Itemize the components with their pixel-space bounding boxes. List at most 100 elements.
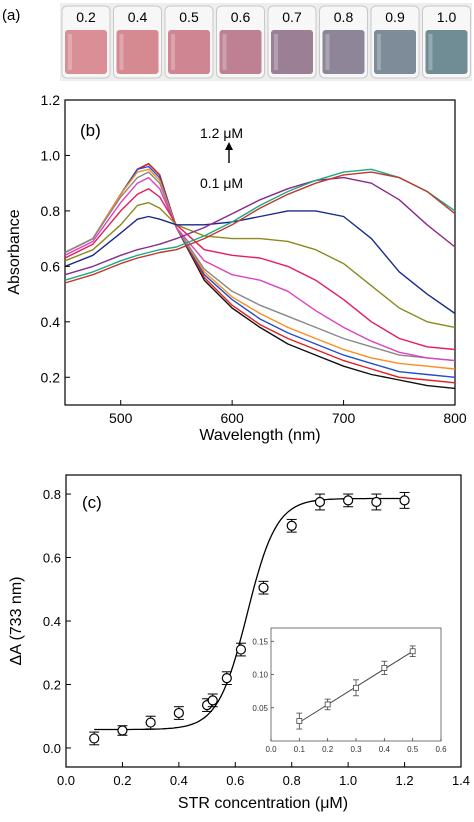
y-tick-label: 0.6	[43, 551, 61, 566]
calibration-x-axis-label: STR concentration (μM)	[178, 795, 348, 812]
data-point	[145, 717, 156, 728]
y-tick-label: 0.2	[41, 369, 61, 385]
spectra-plot-frame	[64, 99, 456, 406]
panel-c-chart: 0.0 0.2 0.4 0.6 0.8 1.0 1.2 1.4 0.0 0.2 0.4 0.6 0.8…	[8, 474, 470, 812]
x-tick-label: 1.2	[396, 773, 414, 788]
x-tick-label: 0.2	[113, 773, 131, 788]
spectra-annotation-bottom: 0.1 μM	[200, 175, 243, 191]
inset-x-tick-label: 0.3	[350, 745, 362, 754]
x-tick-label: 1.4	[452, 773, 470, 788]
vial-solution	[374, 30, 416, 74]
vial-solution	[65, 30, 107, 74]
vial-label: 0.6	[231, 9, 251, 25]
inset-data-point	[409, 648, 416, 655]
inset-x-ticks: 0.0 0.1 0.2 0.3 0.4 0.5 0.6	[265, 738, 447, 754]
vial-solution	[425, 30, 468, 74]
inset-data-point	[353, 684, 359, 691]
vial-label: 1.0	[437, 9, 457, 25]
spectra-y-axis-label: Absorbance	[6, 209, 23, 294]
x-tick-label: 600	[220, 410, 244, 426]
inset-y-tick-label: 0.15	[252, 637, 268, 646]
calibration-y-ticks: 0.0 0.2 0.4 0.6 0.8	[43, 487, 71, 756]
x-tick-label: 0.0	[57, 773, 75, 788]
data-point	[207, 695, 218, 706]
x-tick-label: 0.4	[170, 773, 188, 788]
inset-y-ticks: 0.05 0.10 0.15	[252, 637, 274, 713]
inset-x-tick-label: 0.4	[379, 745, 391, 754]
spectra-x-ticks: 500 600 700 800	[109, 400, 467, 426]
panel-b-chart: 500 600 700 800 0.2 0.4 0.6 0.8 1.0 1.2 (b) 1.2 …	[6, 92, 467, 444]
panel-b-label: (b)	[80, 121, 101, 140]
inset-data-point	[296, 718, 303, 724]
vial-label: 0.4	[128, 9, 148, 25]
vial-solution	[271, 30, 313, 74]
y-tick-label: 1.0	[41, 147, 61, 163]
panel-c-label: (c)	[82, 493, 102, 512]
spectrum-line	[64, 187, 456, 351]
increase-arrow-head	[225, 142, 233, 150]
vial-label: 0.9	[385, 9, 405, 25]
spectrum-line	[64, 201, 456, 329]
vial-label: 0.7	[282, 9, 302, 25]
spectra-series-group	[64, 163, 456, 390]
spectrum-line	[64, 165, 456, 378]
vial-solution	[219, 30, 262, 74]
inset-y-tick-label: 0.10	[252, 671, 268, 680]
spectrum-line	[64, 176, 456, 276]
calibration-y-axis-label: ΔA (733 nm)	[8, 577, 25, 666]
inset-x-tick-label: 0.0	[265, 745, 277, 754]
spectrum-line	[64, 171, 456, 284]
vial-highlight	[325, 34, 330, 70]
vial-solution	[322, 30, 365, 74]
x-tick-label: 0.6	[226, 773, 244, 788]
inset-y-tick-label: 0.05	[252, 704, 268, 713]
data-point	[117, 725, 128, 736]
vial-label: 0.5	[179, 9, 199, 25]
vial-highlight	[274, 34, 278, 70]
y-tick-label: 0.8	[41, 203, 61, 219]
panel-a-label: (a)	[2, 7, 20, 24]
x-tick-label: 500	[109, 410, 133, 426]
calibration-x-ticks: 0.0 0.2 0.4 0.6 0.8 1.0 1.2 1.4	[57, 762, 470, 788]
panel-a: (a) 0.2 0.4 0.5 0.6 0.7 0.8 0.9 1.0	[2, 3, 472, 81]
calibration-points-group	[89, 491, 410, 746]
vial-highlight	[377, 34, 381, 70]
spectra-x-axis-label: Wavelength (nm)	[199, 427, 320, 444]
vial-solution	[116, 30, 159, 74]
inset-x-tick-label: 0.5	[407, 745, 419, 754]
x-tick-label: 0.8	[283, 773, 301, 788]
y-tick-label: 0.4	[43, 614, 61, 629]
data-point	[286, 520, 297, 531]
data-point	[221, 673, 232, 684]
spectrum-line	[64, 163, 456, 384]
data-point	[343, 495, 354, 506]
spectrum-line	[64, 171, 456, 362]
data-point	[89, 733, 100, 744]
inset-x-tick-label: 0.2	[322, 745, 334, 754]
x-tick-label: 700	[332, 410, 356, 426]
data-point	[371, 496, 382, 508]
vial-highlight	[222, 34, 227, 70]
data-point	[258, 582, 269, 593]
data-point	[173, 707, 184, 719]
vial-highlight	[119, 34, 124, 70]
data-point	[314, 496, 326, 508]
inset-points-group	[296, 645, 416, 730]
spectrum-line	[64, 168, 456, 281]
inset-data-point	[324, 701, 331, 708]
y-tick-label: 0.6	[41, 258, 61, 274]
spectra-annotation-top: 1.2 μM	[200, 125, 243, 141]
inset-x-tick-label: 0.1	[294, 745, 306, 754]
vial-highlight	[68, 34, 72, 70]
y-tick-label: 1.2	[41, 92, 61, 108]
x-tick-label: 800	[443, 410, 467, 426]
inset-x-tick-label: 0.6	[435, 745, 447, 754]
y-tick-label: 0.2	[43, 677, 61, 692]
x-tick-label: 1.0	[339, 773, 357, 788]
spectra-y-ticks: 0.2 0.4 0.6 0.8 1.0 1.2	[41, 92, 70, 385]
y-tick-label: 0.0	[43, 741, 61, 756]
spectrum-line	[64, 168, 456, 370]
vial-solution	[168, 30, 210, 74]
y-tick-label: 0.4	[41, 314, 61, 330]
